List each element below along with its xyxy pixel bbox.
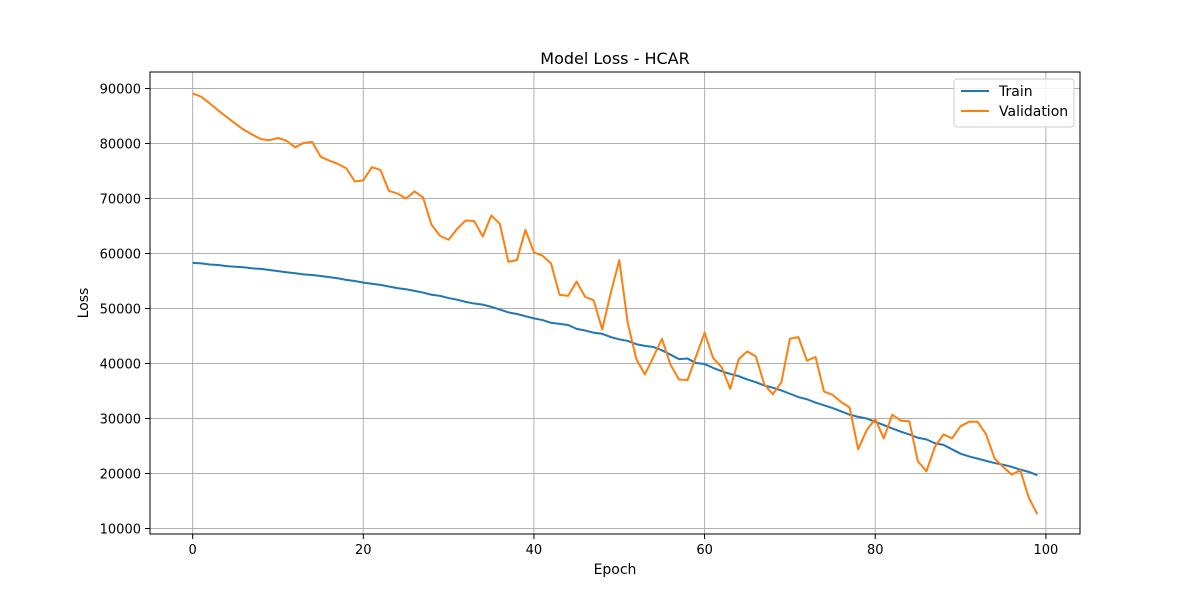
x-tick-label: 80 — [867, 543, 884, 558]
x-tick-label: 40 — [526, 543, 543, 558]
y-tick-label: 70000 — [100, 193, 141, 208]
chart-title: Model Loss - HCAR — [540, 49, 689, 68]
y-tick-label: 30000 — [100, 413, 141, 428]
y-tick-label: 60000 — [100, 248, 141, 263]
y-tick-label: 90000 — [100, 83, 141, 98]
y-tick-label: 10000 — [100, 523, 141, 538]
legend-label-train: Train — [998, 84, 1033, 100]
y-axis-label: Loss — [76, 288, 92, 319]
x-tick-label: 100 — [1033, 543, 1058, 558]
y-tick-label: 20000 — [100, 468, 141, 483]
plot-area-frame — [149, 71, 1081, 535]
y-tick-label: 80000 — [100, 138, 141, 153]
axis-ticks: 0 20 40 60 80 100 10000 20000 30000 40000 50000 600… — [100, 83, 1059, 559]
y-tick-label: 50000 — [100, 303, 141, 318]
x-tick-label: 20 — [355, 543, 372, 558]
legend-label-validation: Validation — [999, 104, 1068, 120]
x-tick-label: 60 — [696, 543, 713, 558]
grid — [150, 72, 1080, 534]
x-tick-label: 0 — [189, 543, 197, 558]
series-line-validation — [192, 92, 1039, 515]
series-line-train — [192, 261, 1038, 477]
y-tick-label: 40000 — [100, 358, 141, 373]
legend: Train Validation — [953, 78, 1075, 128]
x-axis-label: Epoch — [594, 562, 637, 578]
series-lines — [192, 92, 1039, 515]
